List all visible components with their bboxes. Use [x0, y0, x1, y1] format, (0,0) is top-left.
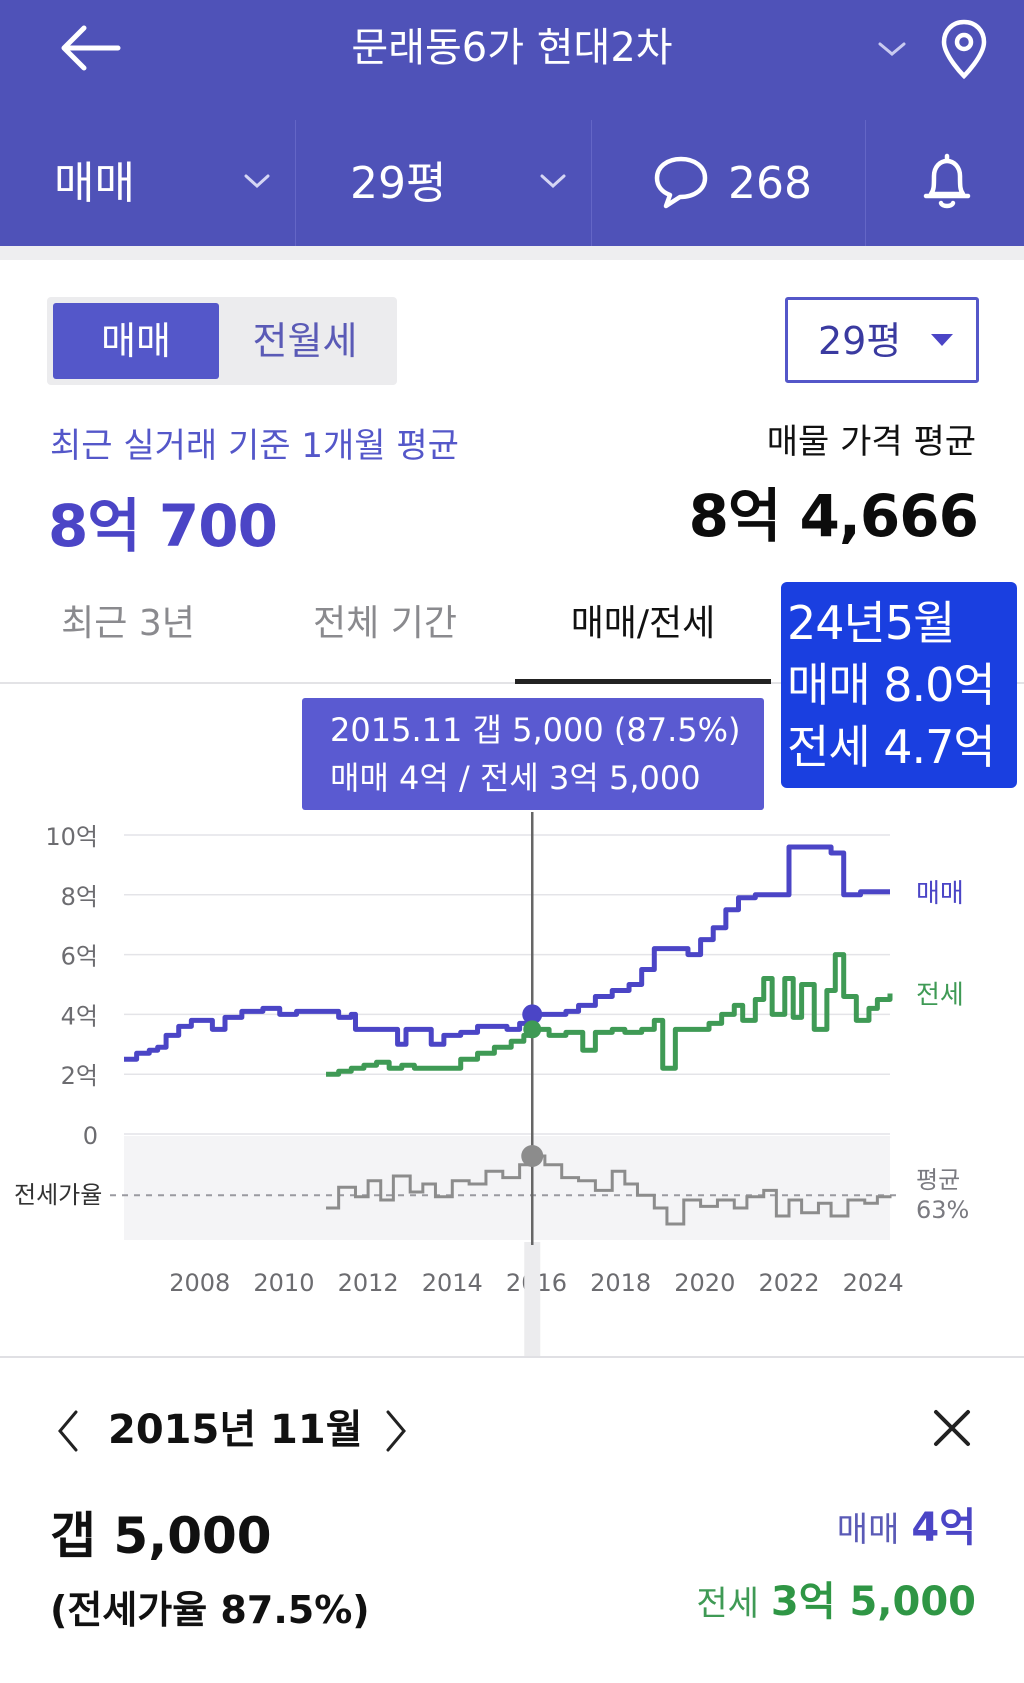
- y-tick-label: 4억: [61, 1002, 98, 1030]
- x-tick-label: 2008: [169, 1269, 230, 1297]
- detail-sale-value: 4억: [911, 1505, 976, 1551]
- trade-toggle: 매매 전월세: [47, 297, 397, 385]
- lease-line: [326, 952, 893, 1077]
- sale-marker: [522, 1004, 543, 1025]
- selected-month-detail: 2015년 11월 갭 5,000 (전세가율 87.5%) 매매 4억 전세 3억…: [0, 1358, 1024, 1683]
- hover-card-lease: 전세 4.7억: [787, 720, 996, 774]
- complex-title[interactable]: 문래동6가 현대2차: [351, 25, 673, 71]
- selected-point-tooltip: 2015.11 갭 5,000 (87.5%) 매매 4억 / 전세 3억 5,…: [302, 698, 764, 810]
- filter-bar: 매매 29평 268: [0, 120, 1024, 246]
- detail-sale: 매매 4억: [837, 1498, 976, 1566]
- comments-button[interactable]: 268: [592, 120, 866, 246]
- detail-gap: 갭 5,000: [50, 1507, 272, 1565]
- tab-recent-3y[interactable]: 최근 3년: [61, 603, 195, 644]
- tab-all-period[interactable]: 전체 기간: [313, 603, 457, 644]
- ratio-line: [326, 1154, 892, 1226]
- detail-month: 2015년 11월: [108, 1407, 363, 1453]
- price-chart[interactable]: 10억8억6억4억2억02008201020122014201620182020…: [0, 686, 1024, 1358]
- tab-sale-lease[interactable]: 매매/전세: [515, 588, 771, 684]
- x-tick-label: 2018: [590, 1269, 651, 1297]
- ratio-band: [124, 1136, 890, 1240]
- close-icon[interactable]: [930, 1406, 974, 1450]
- location-pin-icon[interactable]: [940, 18, 988, 80]
- divider: [0, 1356, 1024, 1358]
- detail-lease-label: 전세: [696, 1584, 759, 1624]
- detail-lease: 전세 3억 5,000: [696, 1572, 976, 1640]
- app-header: 문래동6가 현대2차: [0, 0, 1024, 120]
- lease-series-label: 전세: [916, 980, 964, 1010]
- detail-ratio: (전세가율 87.5%): [50, 1588, 370, 1632]
- recent-average-label: 최근 실거래 기준 1개월 평균: [50, 426, 459, 466]
- comment-count: 268: [728, 158, 812, 209]
- alert-button[interactable]: [866, 120, 1024, 246]
- y-tick-label: 2억: [61, 1062, 98, 1090]
- cursor-handle: [524, 1242, 541, 1356]
- listing-average-label: 매물 가격 평균: [766, 422, 976, 462]
- detail-sale-label: 매매: [836, 1510, 900, 1550]
- lease-marker: [523, 1020, 542, 1039]
- hover-price-card: 24년5월 매매 8.0억 전세 4.7억: [781, 582, 1017, 788]
- y-tick-label: 0: [83, 1122, 98, 1150]
- recent-average-value: 8억 700: [48, 492, 278, 560]
- x-tick-label: 2020: [674, 1269, 735, 1297]
- trade-type-dropdown[interactable]: 매매: [0, 120, 296, 246]
- ratio-average-value: 63%: [916, 1196, 969, 1224]
- x-tick-label: 2022: [758, 1269, 819, 1297]
- back-arrow-icon[interactable]: [58, 20, 128, 76]
- x-tick-label: 2012: [338, 1269, 399, 1297]
- size-select[interactable]: 29평: [785, 297, 979, 383]
- bell-icon: [923, 153, 971, 209]
- trade-type-label: 매매: [54, 158, 135, 209]
- chevron-left-icon[interactable]: [52, 1406, 84, 1456]
- chevron-right-icon[interactable]: [380, 1406, 412, 1456]
- toggle-sale[interactable]: 매매: [53, 303, 219, 379]
- sale-series-label: 매매: [916, 879, 964, 909]
- listing-average-value: 8억 4,666: [688, 482, 979, 550]
- hover-card-date: 24년5월: [787, 596, 955, 650]
- divider: [0, 246, 1024, 260]
- tooltip-prices: 매매 4억 / 전세 3억 5,000: [330, 759, 701, 797]
- caret-down-icon: [931, 334, 953, 346]
- y-tick-label: 10억: [45, 823, 98, 851]
- size-select-value: 29평: [818, 319, 902, 363]
- chevron-down-icon: [540, 174, 566, 189]
- chevron-down-icon[interactable]: [872, 30, 912, 66]
- ratio-axis-label: 전세가율: [14, 1181, 102, 1209]
- x-tick-label: 2024: [843, 1269, 904, 1297]
- speech-bubble-icon: [654, 156, 708, 209]
- y-tick-label: 6억: [61, 943, 98, 971]
- period-tabs: 최근 3년 전체 기간 매매/전세: [0, 588, 1024, 684]
- detail-lease-value: 3억 5,000: [770, 1579, 976, 1625]
- y-tick-label: 8억: [61, 883, 98, 911]
- x-tick-label: 2014: [422, 1269, 483, 1297]
- sale-line: [124, 844, 890, 1062]
- hover-card-sale: 매매 8.0억: [787, 658, 996, 712]
- tooltip-gap: 2015.11 갭 5,000 (87.5%): [330, 711, 741, 749]
- chevron-down-icon: [244, 174, 270, 189]
- size-label: 29평: [350, 158, 447, 209]
- x-tick-label: 2010: [253, 1269, 314, 1297]
- ratio-average-label: 평균: [916, 1166, 960, 1194]
- size-dropdown[interactable]: 29평: [296, 120, 592, 246]
- toggle-lease[interactable]: 전월세: [252, 319, 358, 363]
- ratio-marker: [521, 1145, 544, 1167]
